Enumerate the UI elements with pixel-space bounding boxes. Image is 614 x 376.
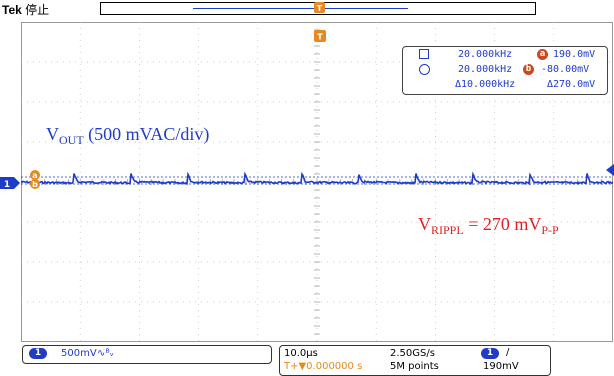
readout-a-value: 190.0mV xyxy=(553,49,596,60)
cursor-a-badge: a xyxy=(537,49,548,60)
record-view-window xyxy=(193,8,408,9)
svg-text:T: T xyxy=(317,33,323,42)
readout-delta-value: Δ270.0mV xyxy=(547,79,596,90)
settings-bar: 1 500mV ∿ᴮᵥ 10.0µs T+▼0.000000 s 2.50GS/… xyxy=(0,343,614,376)
cursor-markers-icon[interactable]: a b xyxy=(28,170,42,190)
horizontal-trigger-settings[interactable]: 10.0µs T+▼0.000000 s 2.50GS/s 5M points … xyxy=(279,345,551,376)
waveform-display[interactable] xyxy=(21,22,613,342)
timebase-value: 10.0µs xyxy=(284,348,318,359)
svg-text:1: 1 xyxy=(4,180,10,190)
square-icon xyxy=(419,49,429,59)
vout-annotation: VOUT (500 mVAC/div) xyxy=(46,124,210,147)
right-edge-marker-icon xyxy=(606,164,614,176)
record-length-value: 5M points xyxy=(390,361,439,372)
brand-label: Tek 停止 xyxy=(2,1,49,18)
acquisition-state: 停止 xyxy=(25,3,50,17)
readout-row-a: 20.000kHz a 190.0mV xyxy=(403,49,607,62)
sample-rate-value: 2.50GS/s xyxy=(390,348,435,359)
brand-name: Tek xyxy=(2,3,22,17)
readout-b-frequency: 20.000kHz xyxy=(458,64,513,75)
trigger-position-icon[interactable]: T xyxy=(313,2,326,17)
trigger-marker-label: T xyxy=(317,4,323,13)
readout-row-b: 20.000kHz b -80.00mV xyxy=(403,64,607,77)
readout-row-delta: Δ10.000kHz Δ270.0mV xyxy=(403,79,607,92)
trigger-level-value: 190mV xyxy=(483,361,519,372)
cursor-readout-panel[interactable]: 20.000kHz a 190.0mV 20.000kHz b -80.00mV… xyxy=(402,46,608,95)
trigger-slope-icon: / xyxy=(506,347,510,358)
readout-delta-frequency: Δ10.000kHz xyxy=(455,79,516,90)
svg-text:b: b xyxy=(32,180,38,189)
ripple-trace xyxy=(21,171,613,186)
vripple-annotation: VRIPPL = 270 mVP-P xyxy=(418,214,559,237)
ripple-trace-line xyxy=(21,171,613,186)
coupling-icon: ∿ᴮᵥ xyxy=(97,348,114,359)
trigger-channel-badge: 1 xyxy=(481,348,499,359)
circle-icon xyxy=(419,64,430,75)
trigger-position-value: T+▼0.000000 s xyxy=(284,361,363,372)
channel-1-scale: 500mV xyxy=(61,348,97,359)
channel-1-ground-marker[interactable]: 1 xyxy=(0,176,30,190)
trigger-marker-icon[interactable]: T xyxy=(314,30,326,44)
top-status-bar: Tek 停止 T xyxy=(0,0,614,22)
channel-1-badge: 1 xyxy=(29,348,47,359)
cursor-b-badge: b xyxy=(523,64,534,75)
readout-a-frequency: 20.000kHz xyxy=(458,49,513,60)
channel-1-settings[interactable]: 1 500mV ∿ᴮᵥ xyxy=(22,345,272,364)
svg-text:a: a xyxy=(32,171,37,180)
readout-b-value: -80.00mV xyxy=(541,64,590,75)
